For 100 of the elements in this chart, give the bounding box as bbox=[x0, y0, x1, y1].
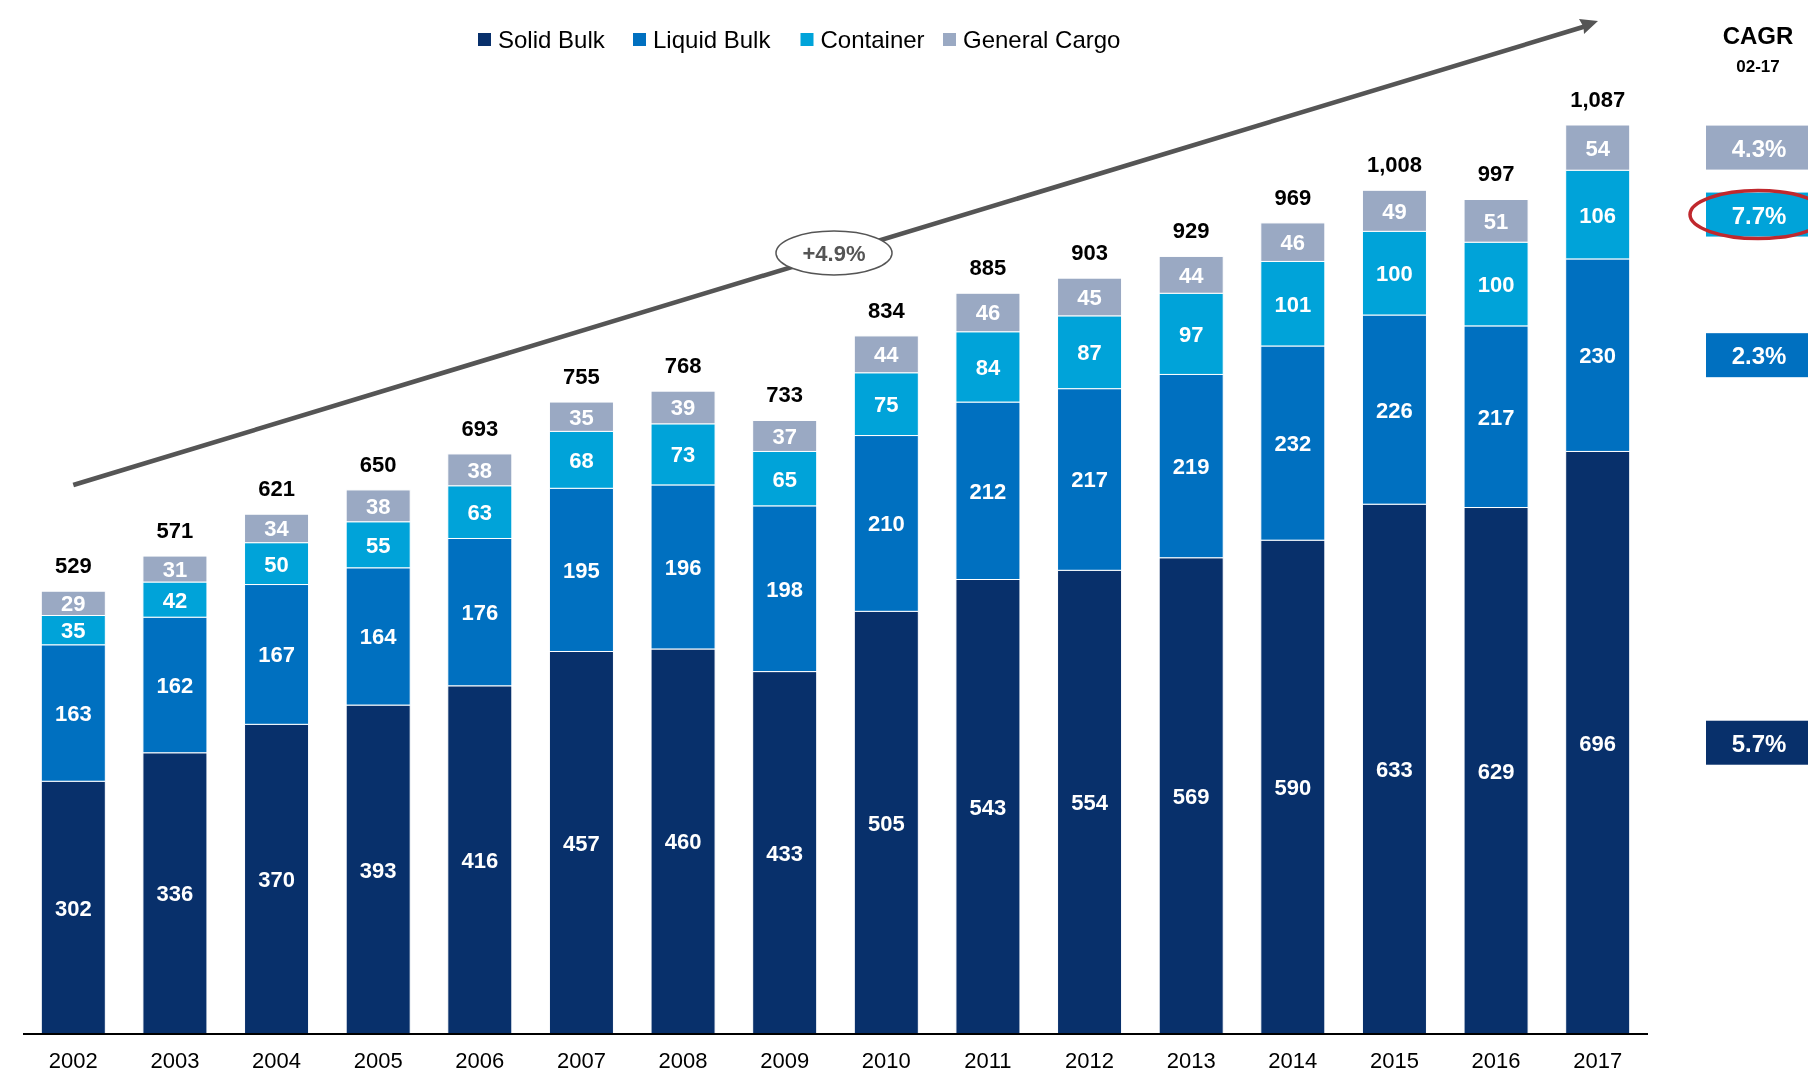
data-label: 230 bbox=[1579, 343, 1617, 369]
data-label: 51 bbox=[1483, 208, 1509, 234]
annotation: +4.9% bbox=[802, 241, 866, 266]
x-tick-label: 2014 bbox=[1268, 1048, 1318, 1071]
total-label: 903 bbox=[1071, 240, 1108, 266]
data-label: 49 bbox=[1382, 198, 1407, 224]
total-label: 571 bbox=[156, 518, 194, 544]
total-label: 529 bbox=[54, 553, 92, 579]
x-tick-label: 2003 bbox=[150, 1048, 200, 1071]
total-label: 1,087 bbox=[1570, 87, 1626, 112]
x-tick-label: 2012 bbox=[1065, 1048, 1115, 1071]
data-label: 35 bbox=[569, 404, 594, 430]
legend-label: Container bbox=[820, 26, 925, 53]
data-label: 97 bbox=[1178, 321, 1204, 347]
data-label: 370 bbox=[258, 867, 295, 893]
total-label: 650 bbox=[359, 451, 397, 477]
data-label: 176 bbox=[461, 600, 499, 626]
x-tick-label: 2009 bbox=[760, 1048, 810, 1071]
legend-label: General Cargo bbox=[963, 26, 1121, 53]
data-label: 39 bbox=[670, 395, 696, 421]
data-label: 101 bbox=[1274, 291, 1312, 317]
x-tick-label: 2004 bbox=[252, 1048, 302, 1071]
data-label: 29 bbox=[61, 591, 86, 617]
data-label: 44 bbox=[1178, 262, 1205, 288]
data-label: 50 bbox=[264, 551, 289, 577]
data-label: 163 bbox=[54, 701, 92, 726]
data-label: 100 bbox=[1376, 261, 1413, 287]
text: 2.3% bbox=[1731, 342, 1787, 370]
text: 5.7% bbox=[1731, 729, 1787, 757]
data-label: 232 bbox=[1274, 431, 1312, 457]
data-label: 460 bbox=[664, 829, 702, 855]
data-label: 106 bbox=[1579, 202, 1617, 228]
data-label: 554 bbox=[1071, 790, 1109, 816]
data-label: 590 bbox=[1274, 775, 1312, 801]
data-label: 55 bbox=[365, 532, 391, 558]
data-label: 68 bbox=[569, 447, 594, 473]
data-label: 505 bbox=[867, 810, 905, 836]
total-label: 1,008 bbox=[1366, 152, 1422, 178]
data-label: 162 bbox=[156, 672, 194, 698]
x-tick-label: 2016 bbox=[1471, 1048, 1521, 1071]
data-label: 416 bbox=[461, 847, 499, 873]
x-tick-label: 2011 bbox=[964, 1048, 1012, 1071]
data-label: 46 bbox=[1280, 230, 1306, 256]
data-label: 629 bbox=[1477, 758, 1515, 784]
total-label: 755 bbox=[563, 364, 600, 390]
x-tick-label: 2008 bbox=[658, 1048, 708, 1071]
data-label: 37 bbox=[772, 423, 797, 449]
data-label: 44 bbox=[874, 342, 900, 368]
total-label: 693 bbox=[461, 415, 499, 441]
data-label: 457 bbox=[563, 830, 600, 856]
x-tick-label: 2015 bbox=[1369, 1048, 1419, 1071]
data-label: 196 bbox=[664, 554, 702, 580]
data-label: 63 bbox=[467, 500, 493, 526]
x-tick-label: 2017 bbox=[1573, 1048, 1623, 1071]
data-label: 31 bbox=[162, 557, 188, 583]
data-label: 73 bbox=[670, 442, 696, 468]
data-label: 46 bbox=[975, 300, 1001, 326]
data-label: 210 bbox=[867, 511, 905, 537]
data-label: 38 bbox=[467, 457, 493, 483]
x-tick-label: 2005 bbox=[353, 1048, 403, 1071]
data-label: 54 bbox=[1585, 135, 1611, 161]
data-label: 569 bbox=[1172, 783, 1210, 809]
data-label: 45 bbox=[1077, 285, 1102, 311]
total-label: 768 bbox=[664, 353, 702, 379]
x-tick-label: 2010 bbox=[861, 1048, 911, 1071]
data-label: 219 bbox=[1172, 454, 1210, 480]
total-label: 733 bbox=[766, 382, 804, 408]
data-label: 35 bbox=[61, 618, 86, 644]
data-label: 433 bbox=[766, 840, 804, 866]
data-label: 100 bbox=[1477, 272, 1515, 298]
legend-label: Liquid Bulk bbox=[653, 26, 772, 53]
data-label: 84 bbox=[975, 354, 1001, 380]
legend-label: Solid Bulk bbox=[498, 26, 606, 53]
total-label: 885 bbox=[969, 255, 1007, 281]
data-label: 302 bbox=[54, 895, 92, 921]
data-label: 75 bbox=[874, 392, 899, 418]
data-label: 87 bbox=[1077, 340, 1102, 366]
text: 7.7% bbox=[1731, 201, 1787, 229]
x-tick-label: 2007 bbox=[556, 1048, 606, 1071]
data-label: 336 bbox=[156, 881, 194, 907]
total-label: 929 bbox=[1172, 218, 1210, 244]
data-label: 164 bbox=[359, 624, 398, 650]
total-label: 834 bbox=[867, 297, 906, 323]
text: CAGR bbox=[1722, 22, 1794, 49]
data-label: 217 bbox=[1477, 404, 1515, 430]
data-label: 696 bbox=[1579, 730, 1617, 756]
text: 02-17 bbox=[1736, 57, 1780, 76]
x-tick-label: 2013 bbox=[1166, 1048, 1216, 1071]
total-label: 969 bbox=[1274, 184, 1312, 210]
x-tick-label: 2002 bbox=[48, 1048, 98, 1071]
data-label: 198 bbox=[766, 576, 804, 602]
total-label: 621 bbox=[258, 476, 295, 502]
data-label: 195 bbox=[563, 557, 600, 583]
text: 4.3% bbox=[1731, 134, 1787, 162]
data-label: 393 bbox=[359, 857, 397, 883]
data-label: 226 bbox=[1376, 397, 1413, 423]
data-label: 212 bbox=[969, 478, 1007, 504]
data-label: 34 bbox=[264, 516, 290, 542]
data-label: 42 bbox=[162, 587, 188, 613]
data-label: 167 bbox=[258, 642, 295, 668]
